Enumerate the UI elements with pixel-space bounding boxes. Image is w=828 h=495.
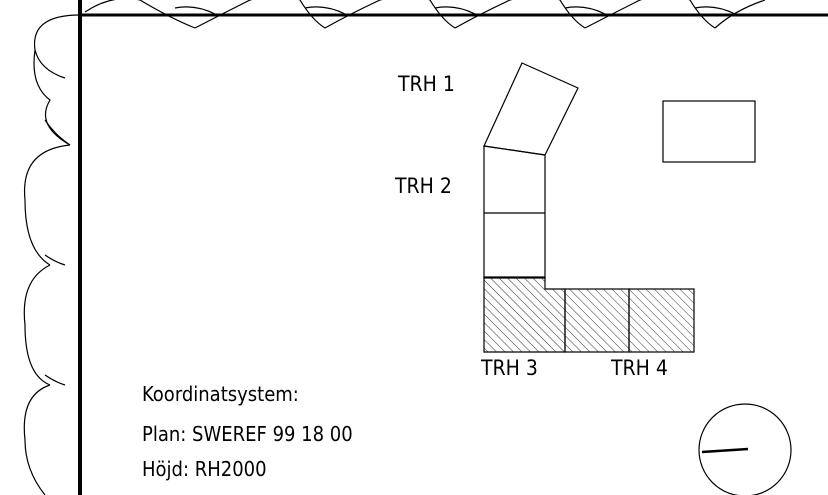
- north-circle: [698, 403, 792, 495]
- left-hedge: [23, 14, 81, 495]
- label: TRH 3: [480, 356, 538, 380]
- coord-plan: Plan: SWEREF 99 18 00: [142, 422, 353, 446]
- building-trh4b: [628, 288, 695, 353]
- outbuilding: [662, 100, 756, 163]
- coord-height: Höjd: RH2000: [142, 457, 267, 481]
- label: TRH 2: [394, 174, 452, 198]
- coord-title: Koordinatsystem:: [142, 382, 299, 406]
- north-arrow: [701, 447, 749, 454]
- label: TRH 4: [610, 356, 668, 380]
- label: TRH 1: [397, 72, 455, 96]
- building-trh4a: [564, 288, 630, 353]
